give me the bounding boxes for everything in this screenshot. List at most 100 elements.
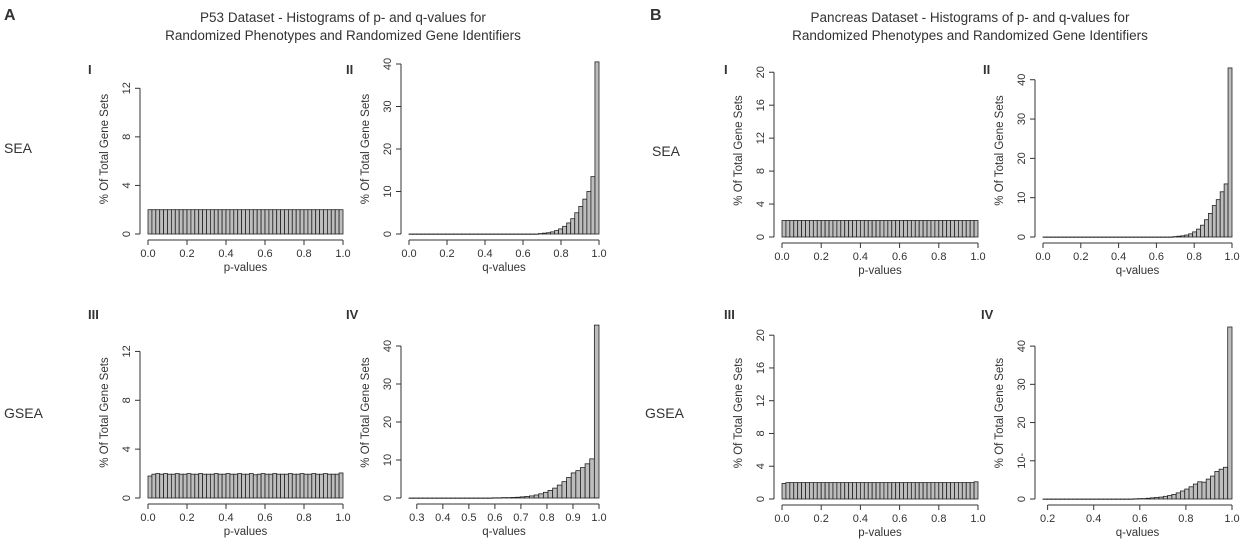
x-tick-label: 0.8	[539, 512, 554, 524]
histogram-bar	[209, 209, 215, 235]
panel-a-row-label-sea: SEA	[4, 140, 33, 156]
histogram-bar	[793, 220, 799, 238]
panel-b-row-label-gsea: GSEA	[645, 405, 685, 421]
x-tick-label: 0.6	[1149, 251, 1164, 263]
histogram-bar	[1227, 326, 1233, 500]
histogram-bar	[556, 484, 563, 499]
histogram-bar	[938, 482, 944, 500]
histogram-bar	[245, 473, 250, 499]
y-tick-label: 10	[382, 185, 394, 197]
histogram-bar	[824, 220, 830, 238]
panel-b-title-line-1: Pancreas Dataset - Histograms of p- and …	[811, 10, 1130, 25]
histogram-bar	[954, 220, 959, 238]
x-axis-label: p-values	[224, 526, 268, 538]
histogram-bar	[182, 209, 188, 235]
x-tick-label: 0.4	[1086, 513, 1101, 525]
y-tick-label: 8	[121, 134, 133, 140]
histogram-bar	[812, 220, 818, 238]
histogram-bar	[1192, 483, 1199, 500]
histogram-bar	[903, 482, 908, 500]
histogram-bar	[225, 473, 231, 499]
histogram-bar	[875, 482, 881, 500]
histogram-bar	[570, 472, 577, 499]
histogram-bar	[147, 475, 153, 499]
histogram-bar	[538, 493, 544, 499]
histogram-bar	[828, 220, 834, 238]
histogram-bar	[832, 482, 838, 500]
histogram-bar	[287, 473, 293, 499]
histogram-bar	[315, 209, 321, 235]
histogram-bar	[910, 482, 916, 500]
histogram-bar	[248, 473, 254, 499]
histogram-bar	[914, 220, 920, 238]
x-tick-label: 0.6	[892, 513, 907, 525]
histogram-bar	[1180, 235, 1186, 238]
histogram-bar	[241, 209, 246, 235]
histogram-bar	[844, 220, 850, 238]
histogram-bar	[805, 220, 810, 238]
histogram-bar	[1197, 481, 1203, 500]
histogram-bar	[1188, 486, 1194, 500]
x-tick-label: 0.2	[179, 248, 194, 260]
histogram-bar	[178, 209, 184, 235]
x-tick-label: 0.2	[814, 513, 829, 525]
histogram-bar	[950, 220, 955, 238]
histogram-bar	[1180, 490, 1186, 500]
histogram-bar	[910, 220, 916, 238]
histogram-bar	[1149, 497, 1156, 500]
histogram-bar	[330, 473, 336, 499]
panel-letter-b: B	[650, 7, 662, 24]
histogram-bar	[206, 209, 211, 235]
y-tick-label: 12	[755, 132, 767, 144]
histogram-bar	[820, 220, 826, 238]
histogram-bar	[973, 481, 979, 500]
histogram-bar	[879, 482, 885, 500]
histogram-bar	[280, 473, 285, 499]
histogram-bar	[574, 212, 580, 235]
x-tick-label: 0.9	[565, 512, 580, 524]
histogram-b-iii: III 0.0 0.2 0.4 0.6 0.8 1.0 p-values 0 4 8 12 16 20 % …	[724, 307, 986, 539]
histogram-bar	[245, 209, 250, 235]
x-tick-label: 1.0	[970, 251, 985, 263]
histogram-bar	[1167, 495, 1173, 500]
histogram-bar	[1158, 496, 1164, 500]
histogram-bar	[926, 220, 932, 238]
histogram-bar	[840, 482, 846, 500]
histogram-bar	[303, 209, 309, 235]
histogram-bar	[809, 482, 814, 500]
y-axis-label: % Of Total Gene Sets	[994, 358, 1006, 469]
histogram-bar	[1207, 213, 1213, 238]
histogram-bar	[284, 473, 289, 499]
histogram-bar	[542, 491, 549, 499]
histogram-a-ii: II 0.0 0.2 0.4 0.6 0.8 1.0 q-values 0 10 20 30 40 % O…	[346, 58, 607, 274]
histogram-bar	[163, 473, 168, 499]
histogram-bar	[1227, 67, 1233, 238]
histogram-bar	[961, 220, 967, 238]
histogram-bar	[552, 487, 558, 499]
y-tick-label: 30	[1016, 113, 1028, 125]
histogram-bar	[809, 220, 814, 238]
histogram-bar	[524, 496, 530, 499]
histogram-bar	[319, 209, 324, 235]
histogram-b-iv: IV 0.2 0.4 0.6 0.8 1.0 q-values 0 10- 20 30 40 % Of …	[981, 307, 1240, 539]
histogram-bar	[202, 209, 207, 235]
subplot-label: I	[88, 62, 92, 77]
histogram-bar	[170, 473, 176, 499]
histogram-bar	[170, 209, 176, 235]
histogram-bar	[198, 473, 203, 499]
x-tick-label: 0.6	[515, 248, 530, 260]
histogram-bar	[1211, 205, 1217, 238]
histogram-bar	[969, 220, 975, 238]
histogram-bar	[554, 230, 559, 235]
histogram-bar	[533, 494, 540, 499]
histogram-a-iii: III 0.0 0.2 0.4 0.6 0.8 1.0 p-values 0 4 8 12 % Of T…	[88, 307, 351, 538]
histogram-bar	[221, 473, 227, 499]
histogram-bar	[895, 482, 900, 500]
histogram-bar	[580, 467, 586, 499]
y-tick-label: 0	[1016, 234, 1028, 240]
panel-letter-a: A	[4, 7, 16, 24]
histogram-bar	[147, 209, 153, 235]
histogram-bar	[287, 209, 293, 235]
histogram-bar	[338, 472, 344, 499]
subplot-label: I	[724, 62, 728, 77]
